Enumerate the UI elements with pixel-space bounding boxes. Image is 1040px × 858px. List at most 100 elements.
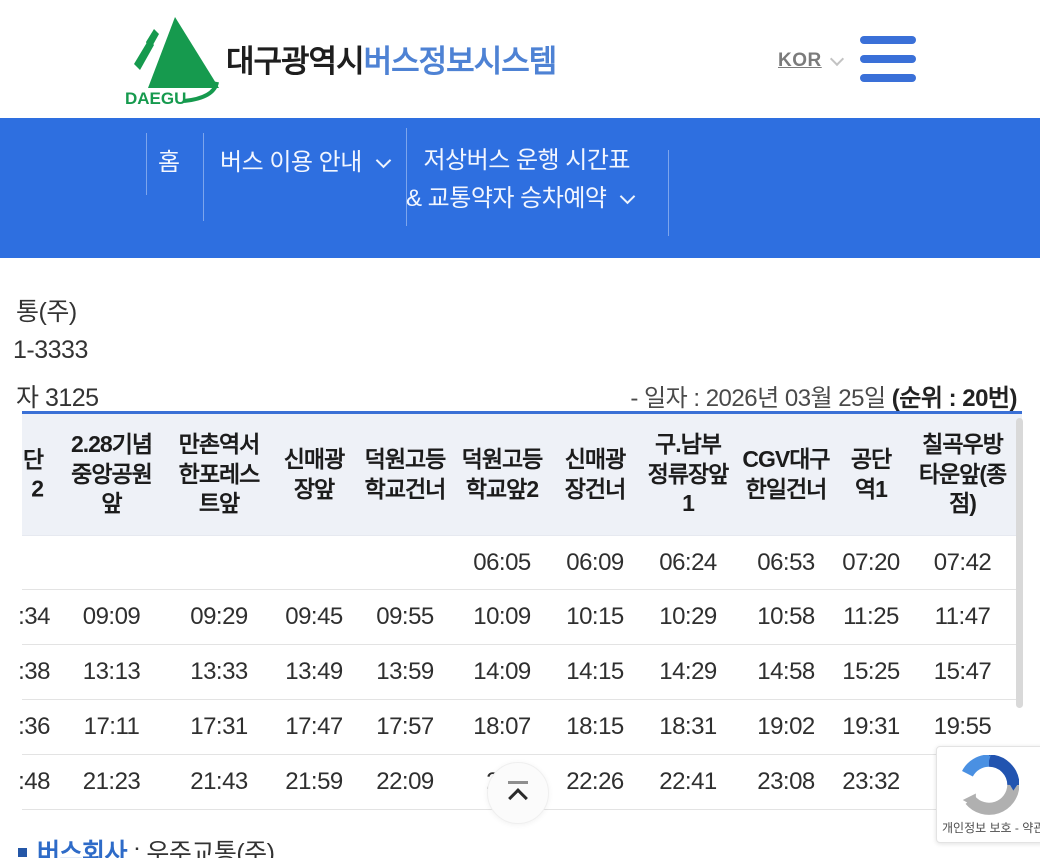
nav-home-label: 홈	[158, 149, 180, 176]
time-cell: 22:09	[376, 768, 434, 795]
stop-header-cell: 만촌역서 한포레스 트앞	[178, 431, 261, 517]
bus-company-line: 버스회사 : 우주교통(주)	[18, 833, 275, 858]
time-cell: 14:09	[473, 658, 531, 685]
time-cell: 18:07	[473, 713, 531, 740]
svg-text:DAEGU: DAEGU	[125, 89, 186, 108]
date-label: - 일자 : 2026년 03월 25일	[630, 385, 892, 412]
time-cell: 10:09	[473, 603, 531, 630]
time-cell: 17:11	[83, 713, 140, 740]
stop-header-cell: 신매광 장앞	[283, 446, 345, 502]
stop-header-cell: 덕원고등 학교앞2	[461, 446, 544, 502]
company-fragment-text: 통(주)	[16, 298, 77, 326]
time-cell: 19:31	[842, 713, 900, 740]
time-cell: 23:08	[757, 768, 815, 795]
language-selector[interactable]: KOR	[778, 50, 844, 72]
chevron-down-icon	[375, 152, 392, 169]
time-cell: 21:43	[190, 768, 248, 795]
time-cell: 17:47	[285, 713, 343, 740]
time-cell: 21:23	[82, 768, 141, 795]
time-cell: 10:15	[566, 603, 624, 630]
time-cell: :38	[18, 658, 50, 685]
time-cell: 17:57	[376, 713, 434, 740]
time-cell: 22:26	[566, 768, 624, 795]
nav-divider	[203, 133, 204, 221]
hamburger-menu-button[interactable]	[860, 36, 916, 82]
nav-item-lowbus-timetable[interactable]: 저상버스 운행 시간표 & 교통약자 승차예약	[406, 142, 636, 218]
time-cell: 14:15	[566, 658, 624, 685]
timetable-header-row: 단 2 2.28기념 중앙공원 앞 만촌역서 한포레스 트앞 신매광 장앞 덕원고등 학…	[22, 414, 1022, 535]
hamburger-bar	[860, 36, 916, 44]
daegu-logo[interactable]: DAEGU	[118, 12, 228, 108]
recaptcha-badge[interactable]: 개인정보 보호 - 약관	[936, 746, 1040, 843]
time-cell: 14:58	[757, 658, 815, 685]
site-title[interactable]: 대구광역시버스정보시스템	[226, 36, 557, 81]
stop-header-cell: 단 2	[22, 446, 44, 502]
bullet-square-icon	[18, 848, 27, 857]
chevron-up-icon	[508, 788, 528, 808]
daegu-mountain-icon: DAEGU	[125, 17, 219, 108]
time-cell: 13:13	[82, 658, 141, 685]
time-cell: 15:25	[842, 658, 900, 685]
rank-label: (순위 : 20번)	[891, 385, 1018, 412]
company-value: : 우주교통(주)	[127, 839, 275, 858]
nav-divider	[146, 133, 147, 195]
time-cell: 18:31	[659, 713, 717, 740]
nav-guide-label: 버스 이용 안내	[220, 149, 362, 176]
site-title-city: 대구광역시	[226, 44, 365, 79]
date-rank-line: - 일자 : 2026년 03월 25일 (순위 : 20번)	[630, 378, 1017, 413]
time-cell: 09:09	[82, 603, 141, 630]
recaptcha-icon	[962, 755, 1019, 815]
stop-header-cell: 2.28기념 중앙공원 앞	[70, 431, 153, 517]
time-cell	[270, 536, 358, 589]
time-cell	[22, 536, 55, 589]
chevron-down-icon	[620, 188, 636, 205]
nav-lowbus-label-line1: 저상버스 운행 시간표	[423, 147, 631, 174]
time-cell: 14:29	[659, 658, 717, 685]
time-cell: 06:24	[659, 548, 717, 576]
stop-header-cell: 공단 역1	[850, 446, 892, 502]
time-cell: :48	[18, 768, 50, 795]
nav-item-bus-guide[interactable]: 버스 이용 안내	[220, 142, 392, 177]
timetable-row: :38 13:13 13:33 13:49 13:59 14:09 14:15 14:29 14…	[18, 645, 1022, 700]
nav-item-home[interactable]: 홈	[158, 142, 180, 177]
time-cell: 10:29	[659, 603, 717, 630]
table-scrollbar[interactable]	[1016, 418, 1023, 708]
time-cell: :36	[18, 713, 50, 740]
stop-header-cell: CGV대구 한일건너	[742, 446, 830, 502]
nav-divider	[668, 150, 669, 236]
time-cell: :34	[18, 603, 50, 630]
recaptcha-privacy-text: 개인정보 보호 - 약관	[942, 821, 1040, 835]
time-cell: 10:58	[757, 603, 815, 630]
time-cell: 09:29	[190, 603, 248, 630]
time-cell: 07:42	[933, 548, 992, 576]
main-nav: 홈 버스 이용 안내 저상버스 운행 시간표 & 교통약자 승차예약	[0, 118, 1040, 258]
time-cell: 06:05	[473, 548, 531, 576]
company-label: 버스회사	[37, 839, 128, 858]
time-cell: 19:02	[757, 713, 815, 740]
time-cell: 18:15	[566, 713, 624, 740]
time-cell: 06:53	[757, 548, 815, 576]
stop-header-cell: 덕원고등 학교건너	[364, 446, 447, 502]
vehicle-fragment-text: 자 3125	[16, 384, 99, 412]
timetable-row: 06:05 06:09 06:24 06:53 07:20 07:42	[22, 535, 1022, 590]
timetable-row: :36 17:11 17:31 17:47 17:57 18:07 18:15 18:31 19…	[18, 700, 1022, 755]
time-cell: 13:59	[376, 658, 434, 685]
time-cell	[55, 536, 168, 589]
stop-header-cell: 신매광 장건너	[564, 446, 626, 502]
time-cell: 11:25	[843, 603, 899, 630]
time-cell: 09:45	[285, 603, 343, 630]
scroll-to-top-button[interactable]	[487, 762, 549, 824]
bus-timetable: 단 2 2.28기념 중앙공원 앞 만촌역서 한포레스 트앞 신매광 장앞 덕원고등 학…	[18, 411, 1022, 810]
time-cell: 23:32	[842, 768, 900, 795]
hamburger-bar	[860, 55, 916, 63]
time-cell: 13:33	[190, 658, 248, 685]
time-cell: 11:47	[934, 603, 991, 630]
stop-header-cell: 칠곡우방 타운앞(종 점)	[918, 431, 1007, 517]
hamburger-bar	[860, 74, 916, 82]
time-cell: 06:09	[566, 548, 624, 576]
time-cell: 21:59	[285, 768, 343, 795]
timetable-row: :34 09:09 09:29 09:45 09:55 10:09 10:15 10:29 10…	[18, 590, 1022, 645]
time-cell: 15:47	[933, 658, 992, 685]
time-cell: 17:31	[190, 713, 248, 740]
chevron-down-icon	[829, 51, 844, 67]
